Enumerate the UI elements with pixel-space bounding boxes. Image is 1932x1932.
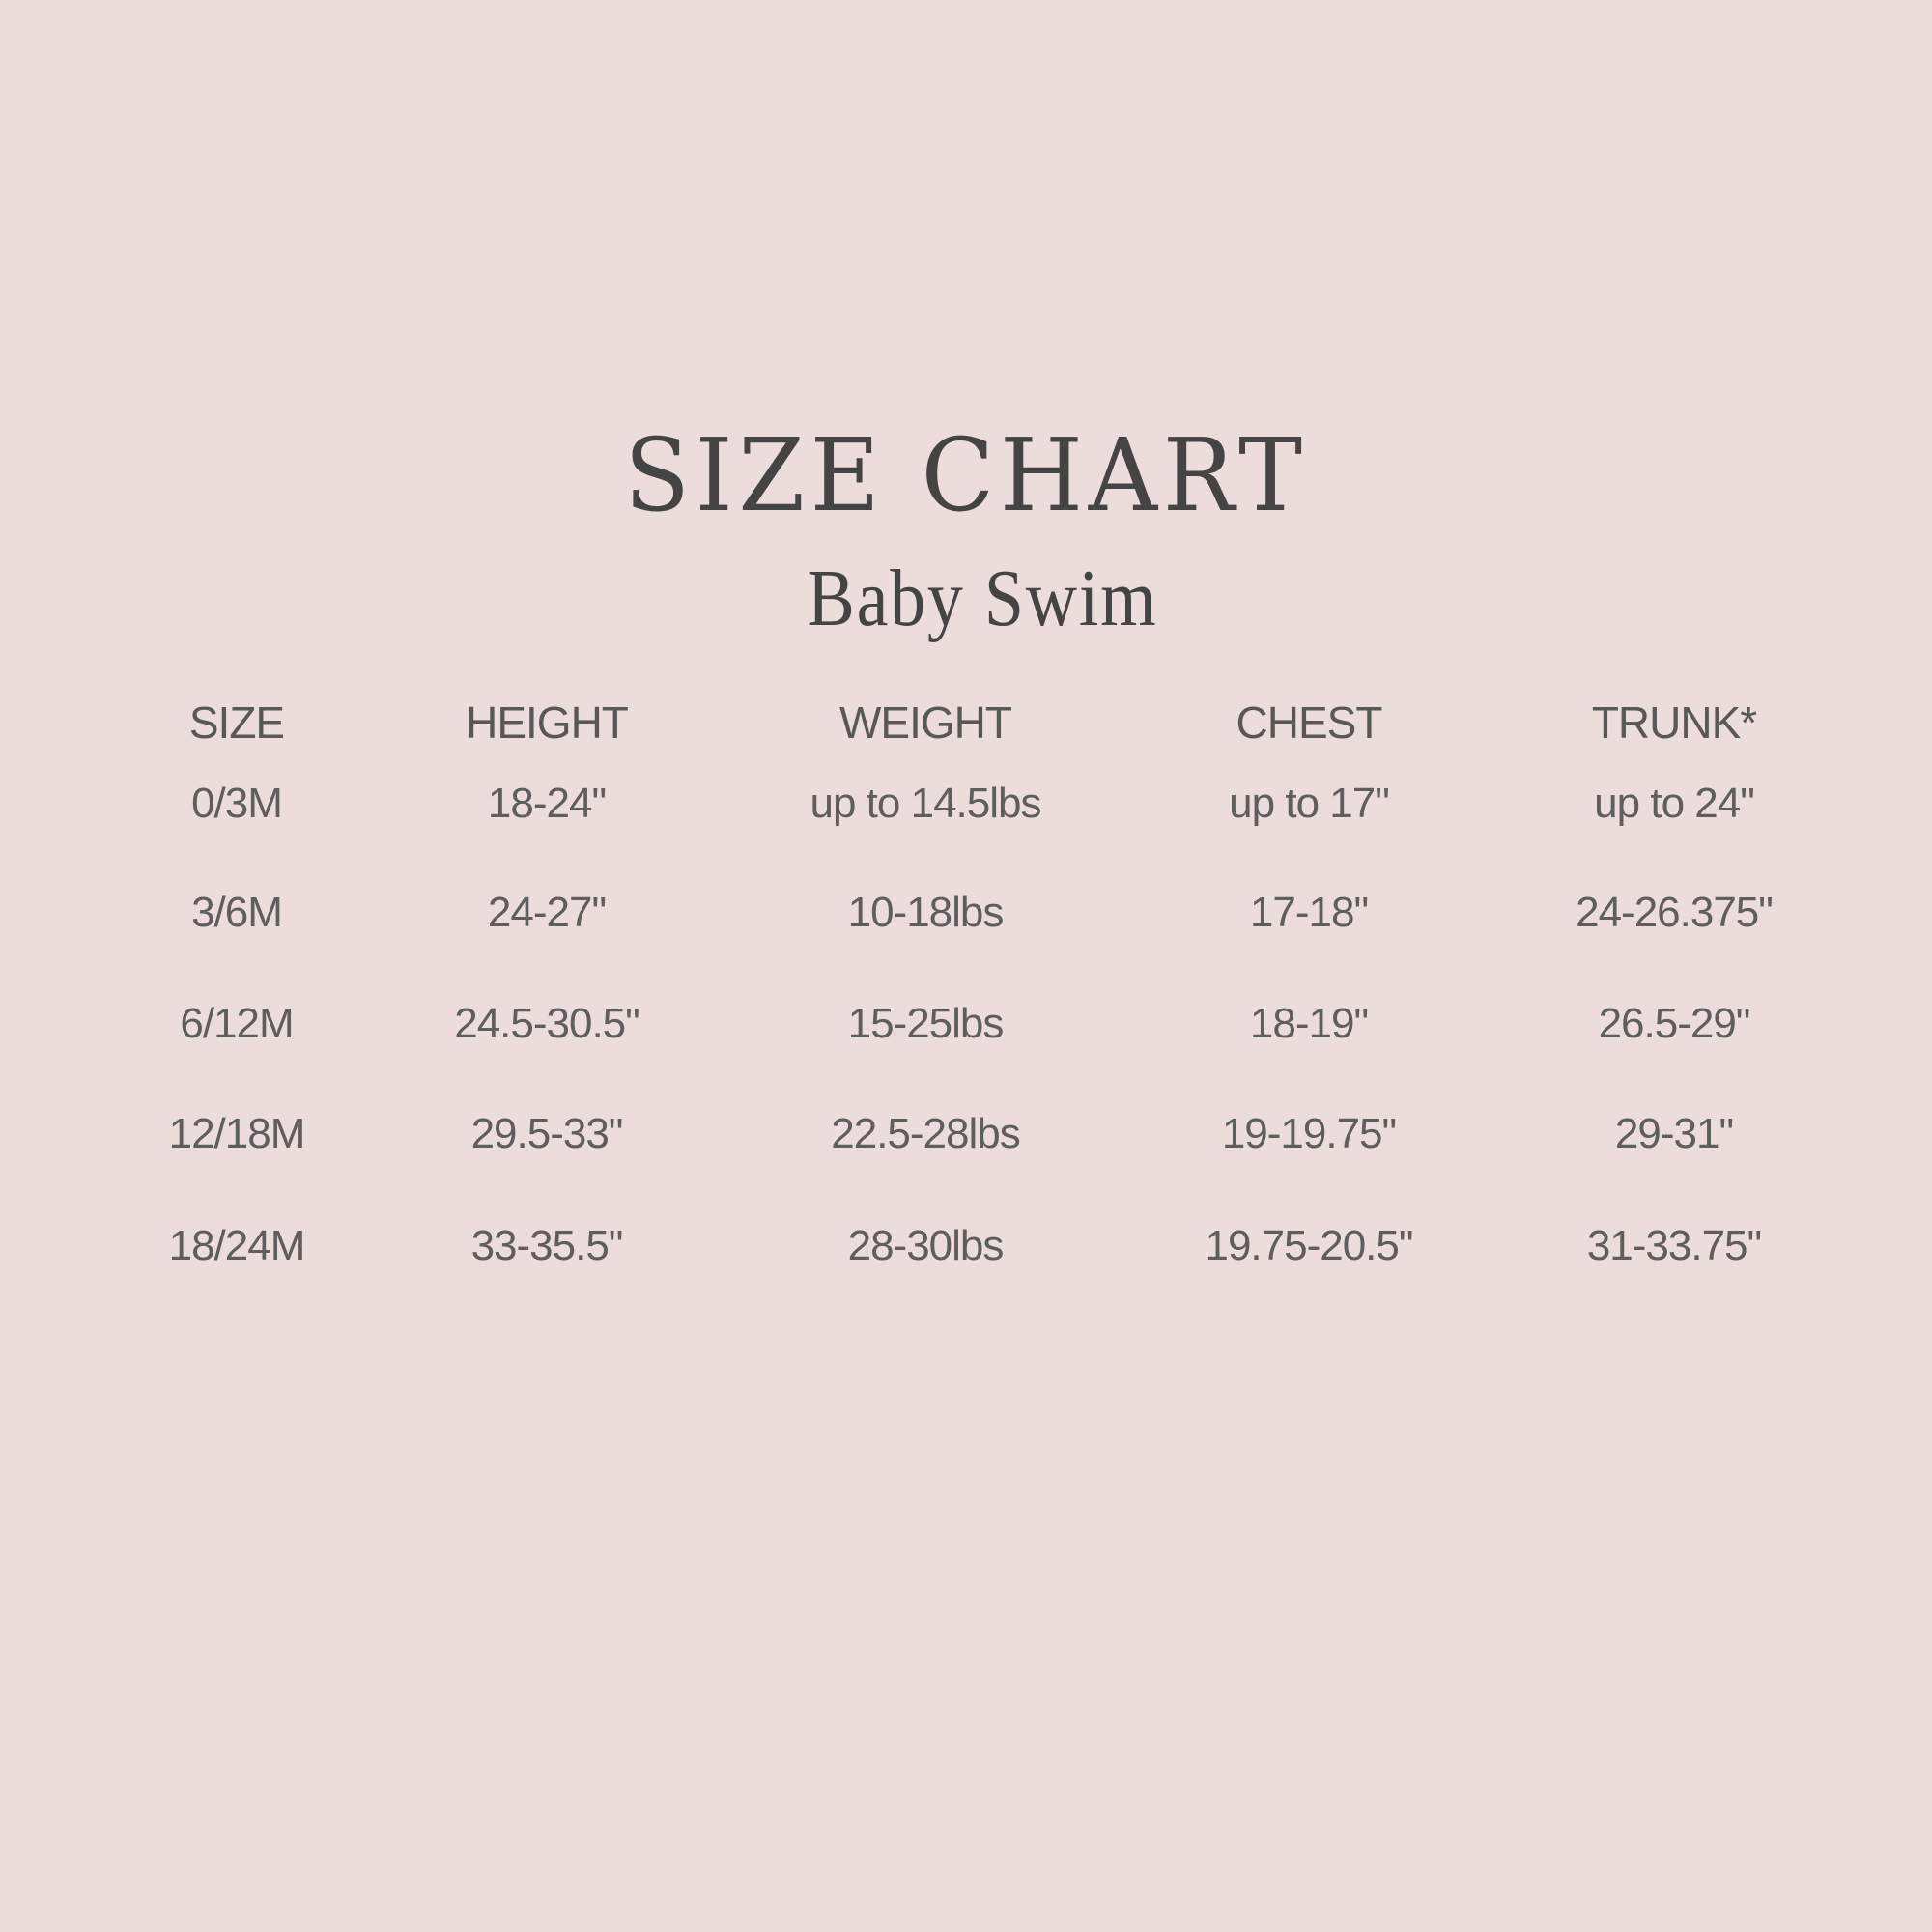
column-header: CHEST (1236, 697, 1383, 748)
table-cell: 19-19.75" (1221, 1110, 1397, 1157)
table-cell: 33-35.5" (470, 1222, 624, 1269)
table-cell: 17-18" (1249, 889, 1369, 936)
table-cell: up to 24" (1594, 780, 1755, 827)
column-header: WEIGHT (839, 697, 1012, 748)
table-cell: 19.75-20.5" (1205, 1222, 1413, 1269)
table-cell: 15-25lbs (847, 1000, 1005, 1047)
table-cell: 24-27" (487, 889, 607, 936)
table-cell: up to 17" (1229, 780, 1390, 827)
page-title: SIZE CHART (624, 416, 1308, 534)
table-cell: 24.5-30.5" (454, 1000, 640, 1047)
table-cell: 29.5-33" (470, 1110, 624, 1157)
table-cell: 3/6M (191, 889, 283, 936)
table-cell: 10-18lbs (847, 889, 1005, 936)
table-cell: 31-33.75" (1586, 1222, 1762, 1269)
table-cell: 22.5-28lbs (831, 1110, 1020, 1157)
table-cell: 18/24M (168, 1222, 306, 1269)
column-header: HEIGHT (466, 697, 629, 748)
table-cell: 26.5-29" (1598, 1000, 1751, 1047)
table-cell: 12/18M (168, 1110, 306, 1157)
page-subtitle: Baby Swim (807, 554, 1158, 643)
column-header: TRUNK* (1591, 697, 1757, 748)
table-cell: 29-31" (1614, 1110, 1734, 1157)
table-cell: 6/12M (180, 1000, 294, 1047)
table-cell: 18-24" (487, 780, 607, 827)
table-cell: 28-30lbs (847, 1222, 1005, 1269)
table-cell: 24-26.375" (1576, 889, 1774, 936)
column-header: SIZE (188, 697, 285, 748)
table-cell: 0/3M (191, 780, 283, 827)
table-cell: up to 14.5lbs (810, 780, 1042, 827)
table-cell: 18-19" (1249, 1000, 1369, 1047)
